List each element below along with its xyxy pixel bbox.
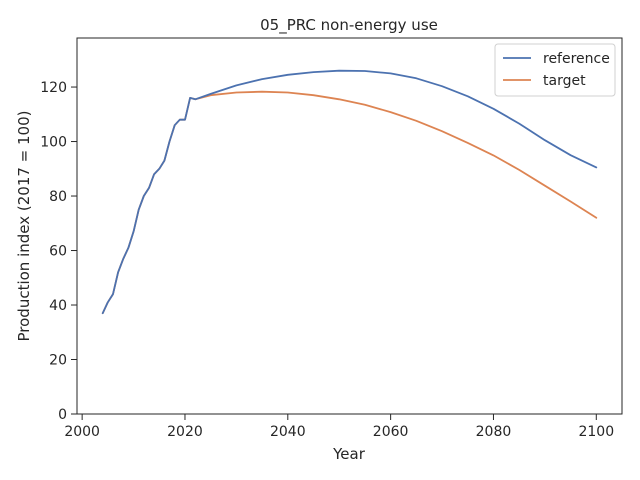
- y-tick-label: 60: [49, 244, 67, 260]
- series-line-reference: [101, 69, 598, 315]
- y-tick-label: 120: [40, 80, 67, 96]
- legend-label-target: target: [543, 73, 586, 89]
- x-tick-label: 2060: [373, 424, 409, 440]
- y-tick-label: 80: [49, 189, 67, 205]
- x-tick-label: 2100: [578, 424, 614, 440]
- y-tick-label: 40: [49, 298, 67, 314]
- x-tick-label: 2000: [64, 424, 100, 440]
- series-layer: [101, 69, 598, 315]
- legend: reference target: [494, 43, 616, 97]
- y-tick-label: 100: [40, 135, 67, 151]
- chart-title: 05_PRC non-energy use: [260, 16, 438, 35]
- x-axis-label: Year: [332, 445, 366, 463]
- x-tick-label: 2080: [476, 424, 512, 440]
- y-axis-label: Production index (2017 = 100): [15, 111, 33, 342]
- y-tick-label: 20: [49, 353, 67, 369]
- plot-area: [76, 37, 623, 415]
- y-tick-label: 0: [58, 407, 67, 423]
- legend-box: [494, 43, 616, 97]
- y-axis-ticks: 0 20 40 60 80 100 120: [40, 80, 77, 423]
- x-axis-ticks: 2000 2020 2040 2060 2080 2100: [64, 414, 614, 440]
- x-tick-label: 2040: [270, 424, 306, 440]
- x-tick-label: 2020: [167, 424, 203, 440]
- legend-label-reference: reference: [543, 51, 610, 67]
